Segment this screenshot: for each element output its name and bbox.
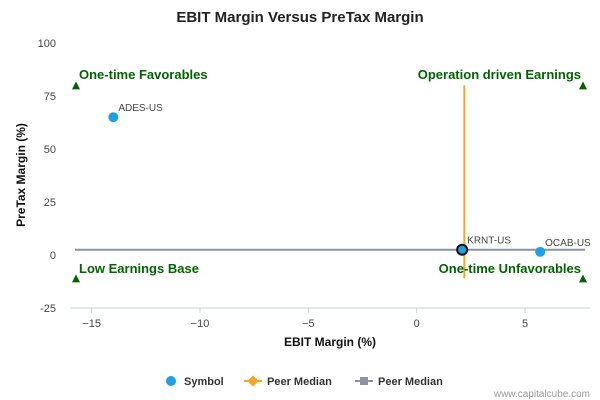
x-tick-label: −15 bbox=[82, 318, 101, 330]
data-point[interactable] bbox=[108, 112, 119, 123]
x-tick-label: −5 bbox=[302, 318, 315, 330]
x-axis-title: EBIT Margin (%) bbox=[284, 335, 376, 349]
legend: Symbol Peer Median Peer Median bbox=[166, 375, 443, 388]
quadrant-triangle-top-right bbox=[579, 81, 587, 90]
data-point[interactable] bbox=[535, 246, 546, 257]
quadrant-triangle-bottom-right bbox=[579, 274, 587, 283]
quadrant-triangle-bottom-left bbox=[72, 274, 80, 283]
y-tick-label: 0 bbox=[50, 250, 56, 262]
data-point[interactable] bbox=[456, 243, 469, 256]
data-point-label: KRNT-US bbox=[467, 236, 511, 247]
data-point-label: ADES-US bbox=[118, 103, 163, 114]
data-points: ADES-US KRNT-US OCAB-US bbox=[108, 103, 591, 257]
legend-peer-median-x-marker[interactable] bbox=[247, 375, 259, 387]
legend-peer-median-y-label[interactable]: Peer Median bbox=[378, 376, 443, 388]
x-tick-label: −10 bbox=[191, 318, 210, 330]
credit-text: www.capitalcube.com bbox=[493, 389, 590, 400]
x-axis-ticks: −15 −10 −5 0 5 bbox=[82, 308, 528, 330]
y-tick-label: 75 bbox=[44, 91, 56, 103]
legend-peer-median-x-label[interactable]: Peer Median bbox=[267, 376, 332, 388]
quadrant-label-bottom-right: One-time Unfavorables bbox=[439, 261, 581, 276]
y-axis-title: PreTax Margin (%) bbox=[14, 123, 28, 227]
y-tick-label: 25 bbox=[44, 197, 56, 209]
legend-symbol-label[interactable]: Symbol bbox=[184, 376, 224, 388]
data-point-label: OCAB-US bbox=[545, 238, 591, 249]
quadrant-label-top-right: Operation driven Earnings bbox=[418, 67, 581, 82]
y-tick-label: -25 bbox=[40, 303, 56, 315]
legend-symbol-marker[interactable] bbox=[166, 376, 176, 386]
x-tick-label: 0 bbox=[414, 318, 420, 330]
legend-peer-median-y-marker[interactable] bbox=[360, 377, 368, 385]
quadrant-triangle-top-left bbox=[72, 81, 80, 90]
y-axis-ticks: 100 75 50 25 0 -25 bbox=[38, 38, 56, 315]
quadrant-label-bottom-left: Low Earnings Base bbox=[79, 261, 199, 276]
x-tick-label: 5 bbox=[522, 318, 528, 330]
quadrant-label-top-left: One-time Favorables bbox=[79, 67, 208, 82]
y-tick-label: 100 bbox=[38, 38, 56, 50]
chart-title: EBIT Margin Versus PreTax Margin bbox=[176, 9, 423, 26]
y-tick-label: 50 bbox=[44, 144, 56, 156]
